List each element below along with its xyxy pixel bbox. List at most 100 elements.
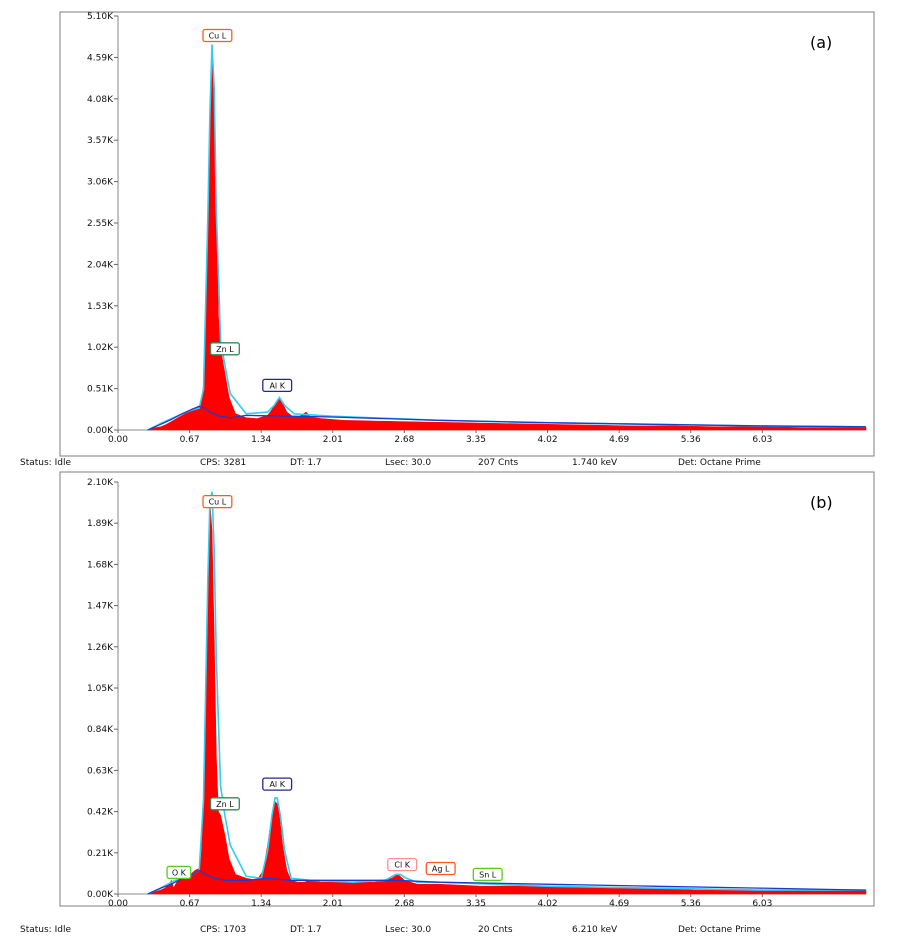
- peak-label: O K: [166, 865, 192, 880]
- dt-readout: DT: 1.7: [290, 925, 322, 935]
- y-ticks: 0.00K 0.21K 0.42K 0.63K 0.84K 1.05K 1.26K 1.47K…: [87, 478, 118, 900]
- x-tick-label: 0.00: [108, 435, 128, 445]
- y-tick-label: 1.26K: [87, 643, 114, 653]
- peak-label-box: [202, 494, 233, 509]
- y-tick-label: 1.05K: [87, 684, 114, 694]
- peak-label: Cu L: [202, 28, 233, 43]
- y-ticks: 0.00K 0.51K 1.02K 1.53K 2.04K 2.55K 3.06K 3.57K…: [87, 12, 118, 436]
- peak-label-text: O K: [172, 868, 187, 877]
- status-bar: Status: Idle CPS: 3281 DT: 1.7 Lsec: 30.…: [20, 458, 761, 468]
- series-layer: [147, 491, 867, 895]
- y-tick-label: 1.68K: [87, 560, 114, 570]
- peak-label: Ag L: [425, 861, 456, 876]
- x-tick-label: 4.02: [538, 899, 558, 909]
- y-tick-label: 0.00K: [87, 426, 114, 436]
- peak-label-box: [202, 28, 233, 43]
- y-tick-label: 1.89K: [87, 519, 114, 529]
- y-tick-label: 0.63K: [87, 766, 114, 776]
- x-tick-label: 6.03: [752, 435, 772, 445]
- outer-frame: [59, 11, 875, 457]
- panel-label: (a): [810, 33, 832, 52]
- peak-label-box: [166, 865, 192, 880]
- x-tick-label: 0.67: [180, 435, 200, 445]
- peak-annotations: Cu L Zn L Al K O K Cl K Ag L Sn L: [166, 494, 503, 882]
- x-tick-label: 2.01: [323, 435, 343, 445]
- lsec-readout: Lsec: 30.0: [385, 458, 431, 468]
- peak-label: Cl K: [387, 857, 418, 872]
- kev-readout: 1.740 keV: [572, 458, 618, 468]
- spectrum-chart-b: 0.00K 0.21K 0.42K 0.63K 0.84K 1.05K 1.26K 1.47K…: [20, 471, 875, 935]
- y-tick-label: 0.00K: [87, 890, 114, 900]
- x-tick-label: 3.35: [466, 899, 486, 909]
- spectrum-fill-area: [147, 501, 867, 895]
- x-tick-label: 5.36: [681, 899, 701, 909]
- peak-label-text: Cu L: [209, 32, 227, 41]
- x-tick-label: 2.68: [394, 899, 414, 909]
- y-tick-label: 1.53K: [87, 302, 114, 312]
- peak-label-text: Sn L: [479, 870, 497, 879]
- spectrum-chart-a: 0.00K 0.51K 1.02K 1.53K 2.04K 2.55K 3.06K 3.57K…: [20, 11, 875, 468]
- x-tick-label: 4.69: [609, 899, 629, 909]
- peak-annotations: Cu L Zn L Al K: [202, 28, 293, 393]
- x-tick-label: 1.34: [251, 899, 271, 909]
- peak-label: Cu L: [202, 494, 233, 509]
- x-tick-label: 4.02: [538, 435, 558, 445]
- y-tick-label: 3.57K: [87, 136, 114, 146]
- x-tick-label: 2.01: [323, 899, 343, 909]
- dt-readout: DT: 1.7: [290, 458, 322, 468]
- y-tick-label: 2.04K: [87, 260, 114, 270]
- detector-readout: Det: Octane Prime: [678, 458, 761, 468]
- counts-readout: 207 Cnts: [478, 458, 519, 468]
- counts-readout: 20 Cnts: [478, 925, 513, 935]
- y-tick-label: 2.55K: [87, 219, 114, 229]
- y-tick-label: 3.06K: [87, 178, 114, 188]
- y-tick-label: 1.02K: [87, 343, 114, 353]
- peak-label-box: [209, 797, 240, 811]
- x-tick-label: 0.67: [180, 899, 200, 909]
- x-tick-label: 3.35: [466, 435, 486, 445]
- cps-readout: CPS: 3281: [200, 458, 246, 468]
- peak-label-text: Al K: [269, 780, 285, 789]
- series-layer: [147, 44, 867, 431]
- x-tick-label: 0.00: [108, 899, 128, 909]
- x-tick-label: 5.36: [681, 435, 701, 445]
- peak-label: Al K: [262, 777, 293, 791]
- y-tick-label: 5.10K: [87, 12, 114, 22]
- y-tick-label: 0.84K: [87, 725, 114, 735]
- lsec-readout: Lsec: 30.0: [385, 925, 431, 935]
- cps-readout: CPS: 1703: [200, 925, 246, 935]
- fit-curve: [147, 491, 866, 895]
- fit-curve: [147, 44, 867, 431]
- peak-label-box: [262, 378, 293, 393]
- detector-readout: Det: Octane Prime: [678, 925, 761, 935]
- y-tick-label: 0.51K: [87, 385, 114, 395]
- status-text: Status: Idle: [20, 925, 71, 935]
- peak-label-box: [262, 777, 293, 791]
- peak-label: Al K: [262, 378, 293, 393]
- peak-label-text: Ag L: [432, 865, 450, 874]
- peak-label-text: Al K: [269, 381, 285, 390]
- y-tick-label: 1.47K: [87, 602, 114, 612]
- peak-label-box: [387, 857, 418, 872]
- background-curve: [147, 405, 867, 431]
- peak-label-box: [209, 342, 240, 356]
- panel-label: (b): [810, 493, 833, 512]
- x-ticks: 0.00 0.67 1.34 2.01 2.68 3.35 4.02 4.69 5.36 6.03: [108, 430, 772, 445]
- peak-label: Zn L: [209, 797, 240, 811]
- status-bar: Status: Idle CPS: 1703 DT: 1.7 Lsec: 30.…: [20, 925, 761, 935]
- x-tick-label: 1.34: [251, 435, 271, 445]
- x-tick-label: 2.68: [394, 435, 414, 445]
- peak-label-text: Cl K: [394, 861, 410, 870]
- peak-label-text: Cu L: [209, 498, 227, 507]
- x-tick-label: 6.03: [752, 899, 772, 909]
- x-ticks: 0.00 0.67 1.34 2.01 2.68 3.35 4.02 4.69 5.36 6.03: [108, 894, 772, 909]
- spectrum-panel-b: 0.00K 0.21K 0.42K 0.63K 0.84K 1.05K 1.26K 1.47K…: [0, 470, 900, 940]
- outer-frame: [59, 471, 875, 907]
- peak-label-box: [425, 861, 456, 876]
- peak-label: Sn L: [472, 867, 503, 882]
- spectrum-fill-area: [147, 48, 867, 431]
- y-tick-label: 4.08K: [87, 95, 114, 105]
- peak-label-text: Zn L: [216, 800, 234, 809]
- peak-label-text: Zn L: [216, 345, 234, 354]
- spectrum-panel-a: 0.00K 0.51K 1.02K 1.53K 2.04K 2.55K 3.06K 3.57K…: [20, 11, 875, 468]
